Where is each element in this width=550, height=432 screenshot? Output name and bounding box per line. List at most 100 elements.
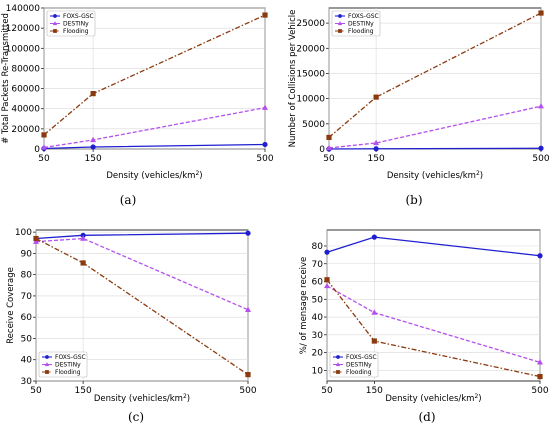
- legend-label: DESTINy: [55, 362, 81, 369]
- y-axis-label: Receive Coverage: [6, 267, 16, 344]
- legend-label: Flooding: [348, 28, 374, 35]
- panel-caption: (b): [405, 193, 422, 207]
- legend-marker: [336, 355, 340, 359]
- y-tick-label: 30: [21, 377, 33, 387]
- data-point: [538, 10, 544, 16]
- legend-marker: [44, 362, 50, 367]
- y-tick-label: 25000: [296, 19, 325, 29]
- y-tick-label: 40000: [11, 105, 40, 115]
- series-line-destiny: [43, 107, 266, 149]
- data-point: [90, 91, 96, 97]
- data-point: [41, 144, 47, 150]
- series-line-destiny: [326, 285, 541, 363]
- x-tick-label: 500: [532, 154, 549, 164]
- series-line-destiny: [328, 105, 542, 149]
- legend-marker: [338, 29, 342, 33]
- x-tick-label: 500: [531, 386, 548, 396]
- legend-box: [38, 351, 88, 378]
- y-tick-label: 60000: [11, 85, 40, 95]
- data-point: [373, 94, 379, 100]
- legend-label: DESTINy: [63, 21, 89, 28]
- y-tick-label: 10: [312, 366, 324, 376]
- chart-panel-d: 10 20 30 40 50 60 70 80 50 150 500 FOXS-GSCDESTINyF…: [299, 229, 549, 424]
- x-tick-label: 50: [321, 386, 333, 396]
- data-point: [245, 230, 251, 236]
- legend-marker: [53, 29, 57, 33]
- legend-marker: [53, 14, 57, 18]
- data-point: [537, 373, 543, 380]
- data-point: [262, 12, 268, 18]
- y-tick-label: 50: [312, 295, 324, 305]
- y-axis-label: Number of Collisions per Vehicle: [288, 10, 298, 148]
- y-tick-label: 80: [312, 242, 324, 252]
- legend-marker: [335, 362, 341, 367]
- legend-marker: [45, 355, 49, 359]
- x-tick-label: 150: [366, 386, 383, 396]
- y-tick-label: 140000: [6, 4, 41, 14]
- x-tick-label: 50: [323, 154, 335, 164]
- data-point: [538, 102, 544, 109]
- legend-box: [329, 351, 379, 378]
- x-tick-label: 500: [239, 386, 256, 396]
- data-point: [537, 253, 543, 259]
- data-point: [262, 104, 268, 110]
- data-point: [80, 260, 86, 266]
- x-axis-label: Density (vehicles/km2): [94, 393, 190, 404]
- y-tick-label: 40: [312, 313, 324, 323]
- data-point: [373, 139, 380, 146]
- data-point: [324, 249, 330, 255]
- data-point: [371, 234, 377, 240]
- data-point: [245, 372, 251, 378]
- x-axis-label: Density (vehicles/km2): [106, 170, 202, 181]
- legend-marker: [337, 21, 343, 26]
- y-tick-label: 60: [21, 313, 33, 323]
- x-tick-label: 500: [256, 154, 273, 164]
- y-tick-label: 20: [312, 349, 324, 359]
- data-point: [33, 235, 39, 242]
- series-line-foxs-gsc: [35, 232, 249, 240]
- y-tick-label: 0: [34, 145, 40, 155]
- data-point: [33, 238, 39, 244]
- x-tick-label: 150: [75, 386, 92, 396]
- panel-caption: (a): [120, 193, 137, 207]
- y-tick-label: 30: [312, 331, 324, 341]
- legend-marker: [336, 370, 340, 374]
- y-tick-label: 120000: [6, 24, 41, 34]
- legend-label: FOXS-GSC: [346, 354, 377, 361]
- data-point: [80, 235, 87, 241]
- panel-caption: (d): [418, 410, 435, 424]
- data-point: [326, 134, 332, 141]
- data-point: [373, 146, 379, 152]
- chart-panel-a: 0 20000 40000 60000 80000 100000 120000 140000 5…: [1, 4, 274, 207]
- data-point: [371, 338, 377, 344]
- y-axis-label: # Total Packets Re-Transmitted: [1, 13, 11, 144]
- series-line-destiny: [35, 237, 249, 311]
- chart-panel-b: 0 5000 10000 15000 20000 25000 50 150 500 FOXS-GS…: [288, 7, 550, 207]
- y-tick-label: 20000: [11, 125, 40, 135]
- y-tick-label: 10000: [296, 95, 325, 105]
- legend-box: [46, 10, 96, 37]
- y-tick-label: 70: [21, 292, 33, 302]
- legend-label: DESTINy: [348, 21, 374, 28]
- x-tick-label: 150: [368, 154, 385, 164]
- series-line-foxs-gsc: [43, 143, 266, 150]
- legend-label: Flooding: [63, 28, 89, 35]
- series-line-foxs-gsc: [326, 236, 541, 257]
- y-axis-label: %/ of mensage receive: [299, 257, 309, 354]
- y-tick-label: 90: [21, 249, 33, 259]
- data-point: [90, 144, 96, 150]
- legend-label: FOXS-GSC: [55, 354, 86, 361]
- data-point: [324, 282, 330, 289]
- legend-label: FOXS-GSC: [348, 13, 379, 20]
- y-tick-label: 0: [319, 145, 325, 155]
- data-point: [324, 277, 330, 283]
- data-point: [538, 145, 544, 151]
- series-line-foxs-gsc: [328, 147, 542, 150]
- x-tick-label: 50: [38, 154, 50, 164]
- x-axis-label: Density (vehicles/km2): [385, 393, 481, 404]
- y-tick-label: 100: [15, 228, 32, 238]
